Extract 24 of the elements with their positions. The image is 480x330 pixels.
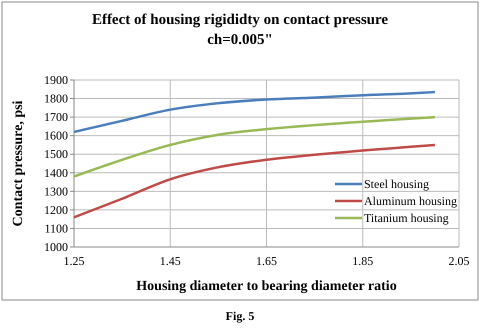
- x-tick-label: 1.85: [352, 254, 374, 268]
- x-tick-label: 2.05: [448, 254, 470, 268]
- y-tick-label: 1400: [44, 166, 68, 180]
- legend-label: Steel housing: [364, 177, 429, 191]
- x-tick-label: 1.45: [160, 254, 181, 268]
- x-axis-title: Housing diameter to bearing diameter ratio: [136, 279, 397, 294]
- y-tick-label: 1600: [44, 128, 68, 143]
- y-tick-label: 1200: [44, 202, 68, 217]
- caption: Fig. 5: [226, 309, 254, 323]
- y-tick-label: 1900: [44, 73, 68, 87]
- y-tick-label: 1700: [44, 110, 68, 124]
- y-tick-label: 1500: [44, 147, 68, 162]
- line-series: [72, 90, 436, 134]
- y-tick-label: 1100: [44, 221, 68, 236]
- x-tick-label: 1.65: [256, 254, 277, 268]
- y-tick-label: 1000: [44, 240, 68, 254]
- line-series: [72, 116, 436, 178]
- chart-title: Effect of housing rigididty on contact pressure ch=0.005": [92, 12, 388, 48]
- legend-label: Aluminum housing: [364, 194, 458, 208]
- y-tick-label: 1800: [44, 92, 68, 106]
- y-axis-title: Contact pressure, psi: [11, 100, 26, 226]
- x-tick-label: 1.25: [64, 254, 84, 268]
- legend-label: Titanium housing: [364, 211, 449, 225]
- y-tick-label: 1300: [44, 184, 68, 198]
